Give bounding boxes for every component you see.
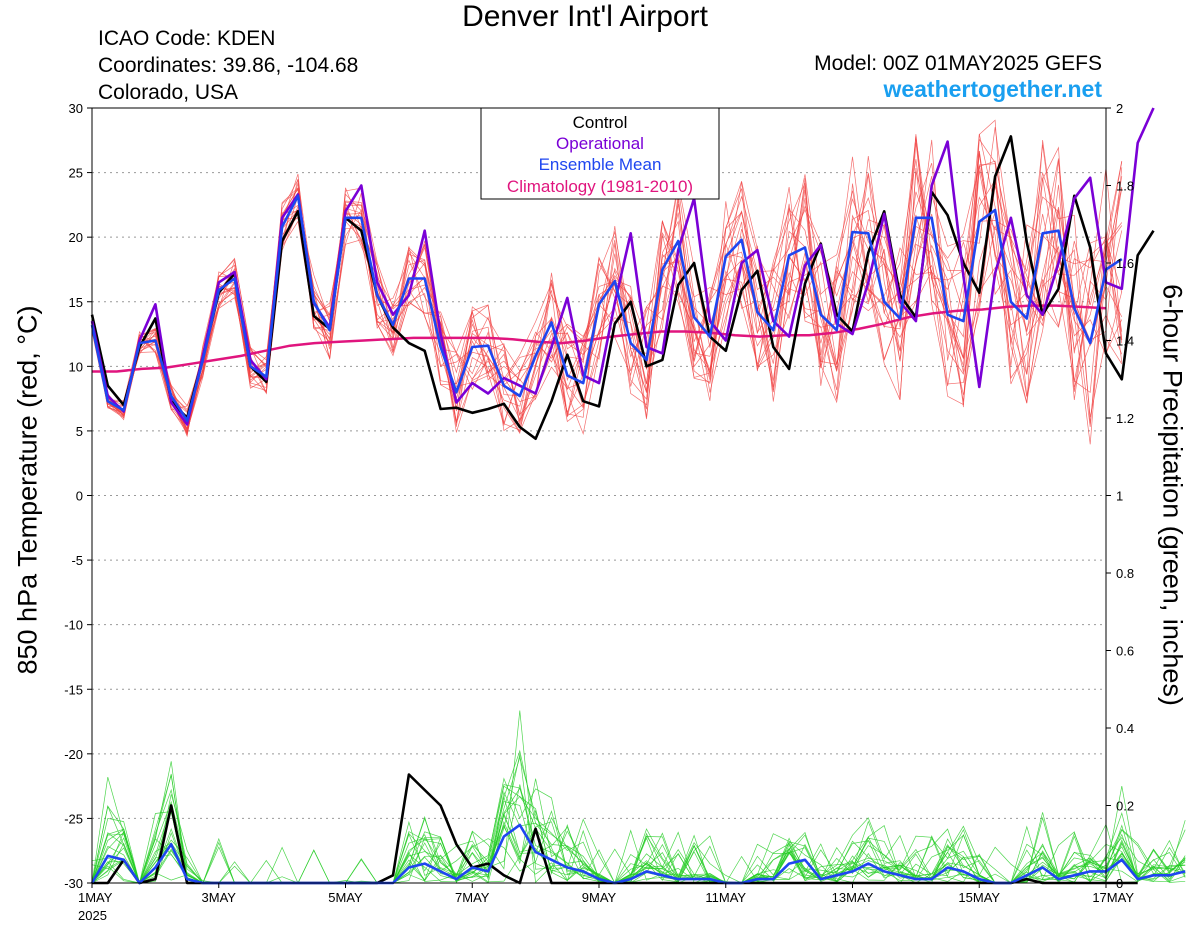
y-tick-label: -5 [71,553,83,568]
y2-tick-label: 1.2 [1116,411,1134,426]
legend-climatology: Climatology (1981-2010) [507,177,693,196]
climatology-line [92,304,1107,373]
x-tick-label: 9MAY [582,890,617,905]
temp-member-line [91,144,1123,436]
temp-member-line [91,142,1123,424]
precip-member-line [91,749,1186,885]
legend-operational: Operational [556,134,644,153]
precip-member-line [91,791,1186,884]
y-tick-label: 15 [69,295,83,310]
precip-member-line [91,761,1186,884]
y-tick-label: 5 [76,424,83,439]
x-tick-label: 13MAY [832,890,874,905]
y-tick-label: -15 [64,682,83,697]
y2-tick-label: 0 [1116,876,1123,891]
temp-member-line [91,159,1123,429]
location: Colorado, USA [98,81,239,104]
y2-tick-label: 1.8 [1116,179,1134,194]
x-tick-label: 1MAY [78,890,113,905]
precip-member-line [91,784,1186,884]
axes: 302520151050-5-10-15-20-25-3021.81.61.41… [64,101,1134,923]
legend-box [480,107,720,200]
y-tick-label: -10 [64,618,83,633]
ensemble-mean-line [90,194,1123,422]
temp-member-line [91,178,1123,427]
y-tick-label: -25 [64,811,83,826]
x-tick-label: 11MAY [705,890,746,905]
precip-member-line [91,785,1186,884]
y-tick-label: -20 [64,747,83,762]
legend-ensemble-mean: Ensemble Mean [539,155,662,174]
y-tick-label: 10 [69,359,83,374]
temp-member-line [91,186,1123,431]
x-tick-label: 3MAY [202,890,237,905]
y-tick-label: 25 [69,166,83,181]
x-tick-label: 17MAY [1092,890,1134,905]
model-run: Model: 00Z 01MAY2025 GEFS [814,52,1102,75]
coordinates: Coordinates: 39.86, -104.68 [98,54,359,77]
ensemble-members [91,119,1186,885]
precip-member-line [91,787,1186,884]
station-info: ICAO Code: KDEN Coordinates: 39.86, -104… [98,25,358,106]
y-tick-label: -30 [64,876,83,891]
y2-tick-label: 2 [1116,101,1123,116]
brand-link[interactable]: weathertogether.net [883,76,1102,102]
legend: Control Operational Ensemble Mean Climat… [480,107,720,200]
y2-tick-label: 0.2 [1116,799,1134,814]
icao-code: ICAO Code: KDEN [98,27,276,50]
precip-member-line [91,794,1186,884]
y2-tick-label: 0.4 [1116,721,1134,736]
y2-tick-label: 1.6 [1116,256,1134,271]
y-tick-label: 30 [69,101,83,116]
x-tick-label: 5MAY [328,890,363,905]
x-tick-sublabel: 2025 [78,908,107,923]
control-precip-line [92,773,1138,885]
y2-tick-label: 1.4 [1116,334,1134,349]
legend-control: Control [573,113,628,132]
x-tick-label: 7MAY [455,890,490,905]
temp-member-line [91,134,1123,434]
y-tick-label: 20 [69,230,83,245]
x-tick-label: 15MAY [958,890,1000,905]
precip-member-line [91,788,1186,885]
y-tick-label: 0 [76,489,83,504]
plot-frame [91,107,1107,884]
temp-member-line [91,133,1123,437]
page-title: Denver Int'l Airport [462,0,708,33]
y2-tick-label: 0.8 [1116,566,1134,581]
y2-tick-label: 0.6 [1116,644,1134,659]
y2-tick-label: 1 [1116,489,1123,504]
